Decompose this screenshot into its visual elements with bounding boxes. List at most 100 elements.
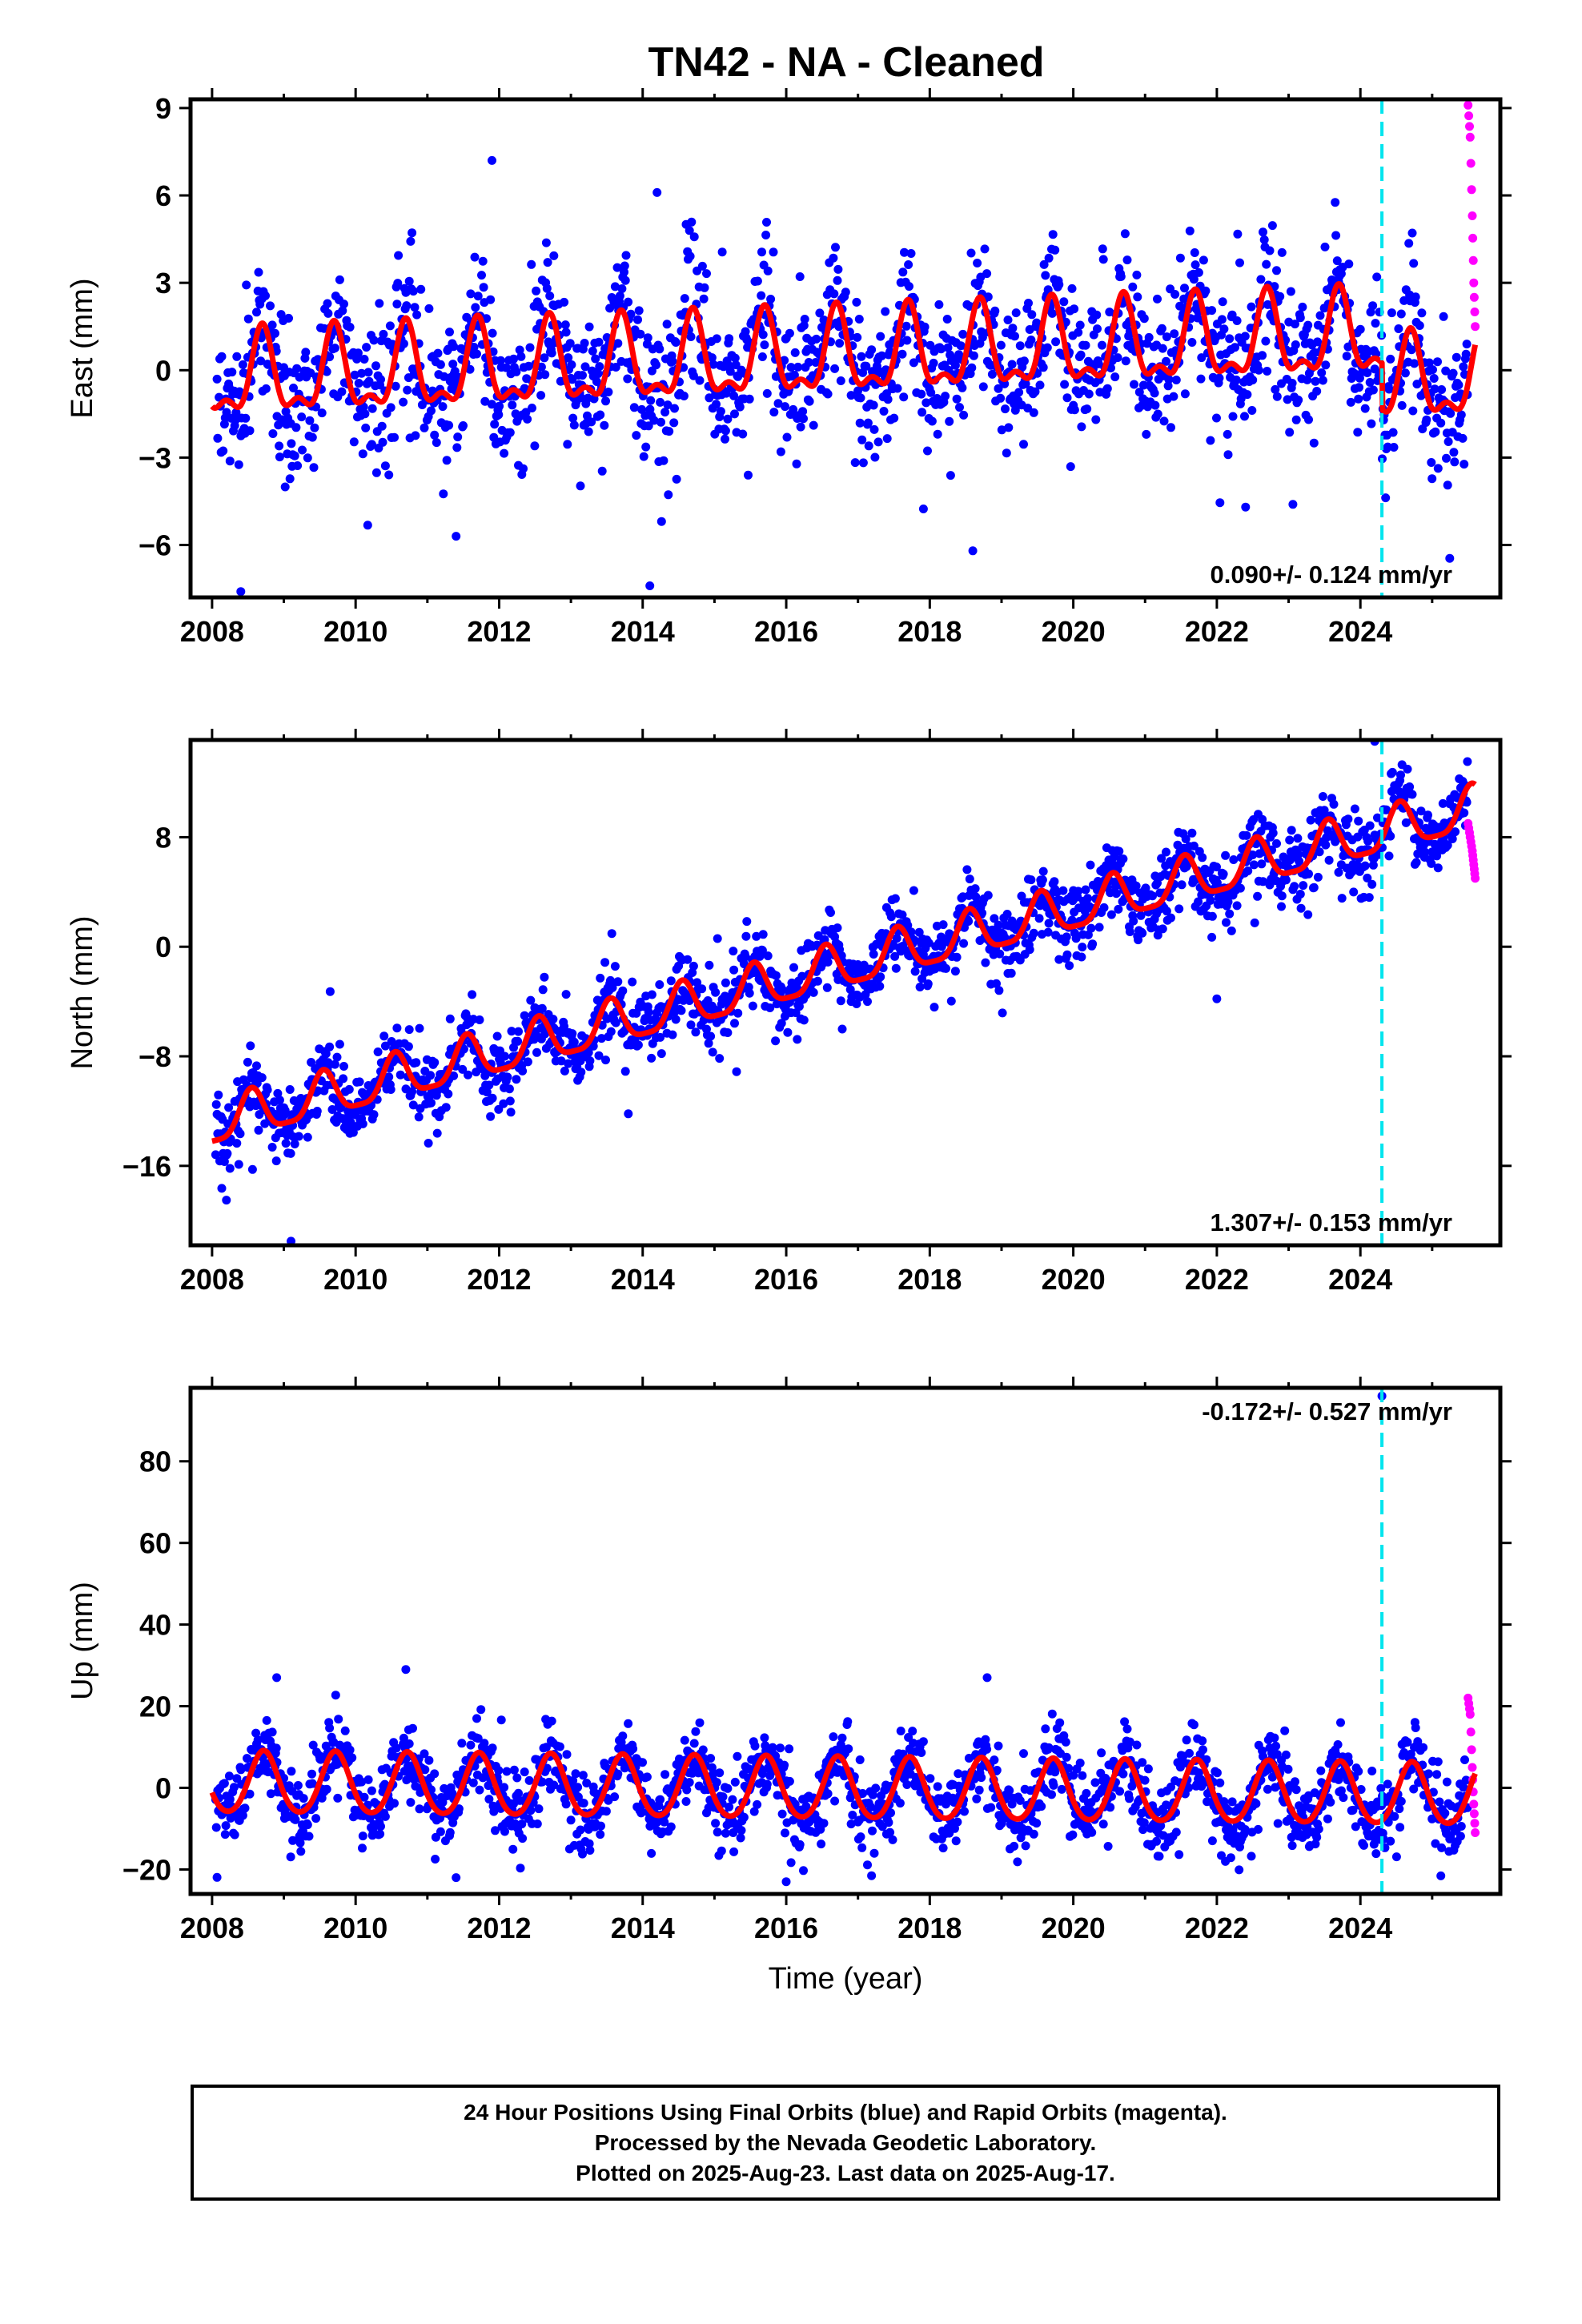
north-point (875, 982, 885, 991)
east-point (1456, 410, 1466, 420)
up-point (232, 1774, 242, 1783)
up-point (420, 1749, 429, 1759)
east-point (563, 440, 572, 449)
north-point (523, 1057, 532, 1067)
east-point (898, 267, 908, 277)
east-point (744, 470, 753, 480)
north-point (1054, 955, 1064, 964)
east-point (1397, 400, 1407, 410)
east-point (519, 464, 528, 473)
north-point (513, 1036, 523, 1046)
east-point (322, 367, 331, 376)
north-point (677, 1006, 686, 1015)
north-point (263, 1085, 272, 1095)
north-point (909, 886, 918, 895)
east-point (909, 358, 918, 368)
east-point (664, 490, 673, 500)
north-point (1423, 810, 1432, 820)
east-outlier-point (452, 532, 461, 541)
east-point (1428, 365, 1437, 375)
up-point (1182, 1735, 1191, 1745)
up-point (375, 1829, 385, 1839)
north-point (890, 894, 900, 903)
north-point (1343, 814, 1353, 824)
east-point (958, 329, 968, 339)
north-point (799, 1015, 809, 1025)
east-point (643, 333, 652, 343)
up-point (618, 1731, 628, 1741)
east-point (695, 376, 705, 385)
up-point (494, 1766, 504, 1775)
north-point (1206, 895, 1215, 905)
north-point (1194, 897, 1203, 907)
north-point (1290, 882, 1299, 891)
north-point (504, 1084, 514, 1094)
east-point (766, 295, 776, 304)
east-point (672, 474, 681, 484)
east-point (472, 349, 481, 359)
east-point (268, 429, 278, 438)
north-point (500, 1051, 509, 1061)
east-point (1272, 392, 1282, 401)
north-point (223, 1148, 232, 1158)
east-point (540, 353, 549, 363)
up-point (960, 1807, 969, 1816)
east-point (271, 328, 279, 338)
up-point (468, 1778, 478, 1787)
north-xtick-label: 2012 (467, 1263, 531, 1296)
east-point (1044, 253, 1054, 263)
up-point (357, 1777, 367, 1787)
east-point (494, 410, 504, 420)
east-point (386, 403, 396, 412)
east-point (730, 409, 739, 419)
north-point (449, 1071, 459, 1080)
north-point (942, 963, 950, 973)
north-point (482, 1088, 492, 1097)
north-point (656, 1049, 666, 1059)
north-point (708, 1047, 717, 1057)
east-point (904, 260, 913, 269)
up-point (454, 1804, 464, 1814)
up-point (888, 1835, 897, 1844)
east-point (430, 430, 440, 440)
up-point (799, 1866, 808, 1876)
east-point (853, 386, 863, 396)
north-point (613, 977, 623, 987)
east-point (763, 266, 773, 275)
east-rapid-points (1464, 100, 1480, 332)
north-point (1407, 790, 1417, 799)
east-point (1113, 353, 1122, 363)
east-point (769, 247, 778, 257)
east-point (1452, 352, 1461, 362)
north-point (408, 1087, 417, 1096)
north-point (211, 1100, 221, 1109)
east-point (479, 283, 488, 292)
north-point (1295, 856, 1304, 866)
east-rapid-point (1469, 278, 1479, 287)
east-ytick-label: 3 (155, 267, 171, 300)
east-point (1228, 412, 1238, 421)
north-point (765, 1003, 775, 1012)
up-point (760, 1733, 769, 1743)
east-point (439, 489, 448, 499)
up-point (295, 1838, 305, 1848)
east-point (1258, 351, 1267, 360)
east-point (378, 437, 387, 447)
north-point (822, 983, 832, 992)
east-point (411, 431, 420, 440)
east-point (393, 279, 403, 288)
east-point (656, 417, 665, 427)
east-point (488, 328, 497, 338)
east-point (1368, 301, 1378, 311)
east-point (392, 300, 402, 309)
north-point (1162, 907, 1171, 916)
east-point (367, 404, 377, 413)
east-point (254, 267, 263, 277)
east-point (424, 304, 434, 313)
east-point (416, 284, 426, 294)
up-point (571, 1769, 580, 1779)
east-point (689, 371, 698, 380)
north-point (1235, 883, 1245, 893)
up-point (333, 1793, 343, 1803)
east-point (1082, 404, 1092, 414)
